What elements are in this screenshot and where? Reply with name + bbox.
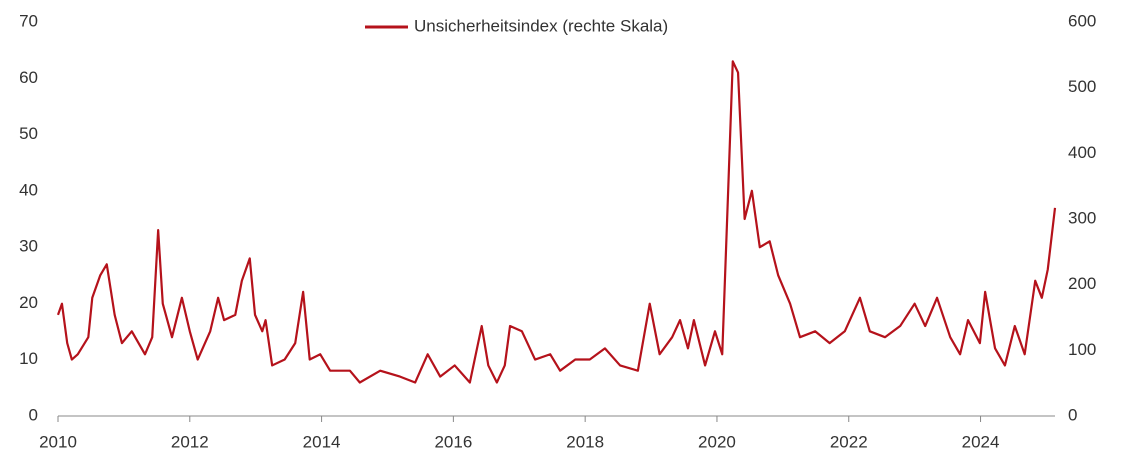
y2-tick-label: 0 [1068,405,1077,424]
y2-tick-label: 600 [1068,11,1096,30]
x-tick-label: 2024 [962,432,1000,451]
x-tick-label: 2020 [698,432,736,451]
x-tick-label: 2018 [566,432,604,451]
x-tick-label: 2010 [39,432,77,451]
legend-label: Unsicherheitsindex (rechte Skala) [414,16,668,35]
y-tick-label: 40 [19,180,38,199]
y-tick-label: 70 [19,11,38,30]
y-tick-label: 10 [19,349,38,368]
y-tick-label: 60 [19,68,38,87]
y2-tick-label: 300 [1068,208,1096,227]
y-tick-label: 50 [19,124,38,143]
y2-tick-label: 100 [1068,340,1096,359]
x-tick-label: 2014 [303,432,341,451]
x-tick-label: 2016 [434,432,472,451]
y2-tick-label: 500 [1068,77,1096,96]
y-tick-label: 20 [19,293,38,312]
y-tick-label: 0 [29,405,38,424]
x-tick-label: 2012 [171,432,209,451]
y2-tick-label: 200 [1068,274,1096,293]
y2-tick-label: 400 [1068,143,1096,162]
y-tick-label: 30 [19,237,38,256]
x-tick-label: 2022 [830,432,868,451]
data-line [56,60,1057,384]
